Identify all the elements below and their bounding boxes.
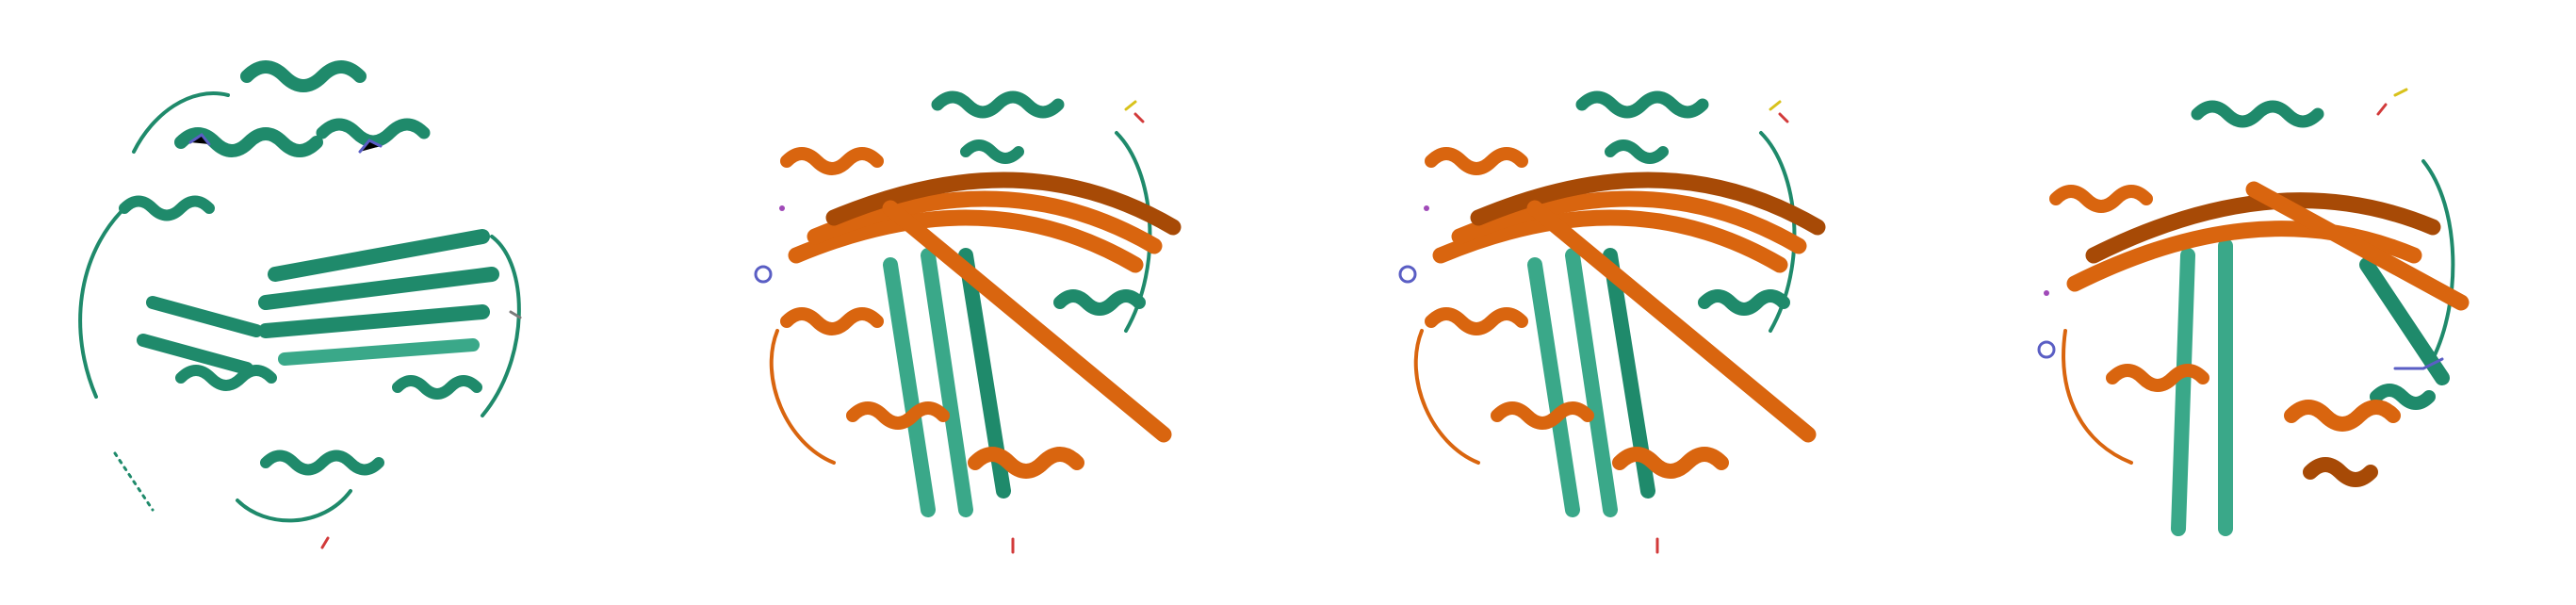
ligand-sticks [188, 132, 522, 549]
chain-a-ribbons [2171, 100, 2455, 536]
protein-ribbon-render-1 [77, 60, 522, 549]
ligand-sticks [1398, 100, 1789, 554]
chain-a-ribbons [883, 90, 1152, 517]
chain-b-ribbons [769, 147, 1182, 479]
chain-b-ribbons [2049, 181, 2470, 487]
structure-panel-4 [1971, 20, 2536, 585]
chain-a-ribbons [77, 60, 521, 523]
structure-panel-3 [1328, 20, 1893, 585]
protein-ribbon-render-4 [2037, 88, 2470, 536]
ligand-sticks [754, 100, 1145, 554]
chain-b-ribbons [1413, 147, 1826, 479]
protein-ribbon-render-2 [754, 90, 1182, 554]
chain-a-ribbons [1526, 90, 1797, 517]
ligand-sticks [2037, 88, 2444, 370]
structure-panel-1 [40, 20, 605, 585]
protein-ribbon-render-3 [1398, 90, 1826, 554]
structure-panel-2 [683, 20, 1248, 585]
